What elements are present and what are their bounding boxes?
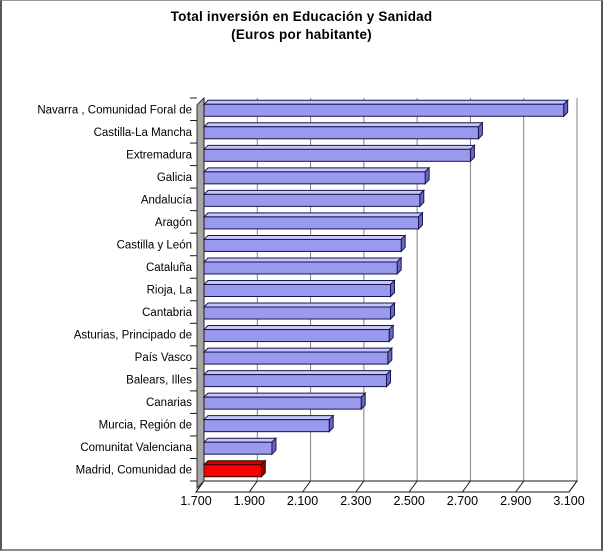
bar-top-face: [202, 280, 396, 285]
bar: [203, 419, 330, 433]
bar: [203, 284, 391, 297]
wall: [196, 96, 205, 490]
bar-top-face: [202, 234, 407, 240]
bar: [203, 238, 402, 252]
x-tick-mark: [568, 480, 578, 493]
x-tick-mark: [515, 480, 525, 493]
x-tick-mark: [302, 480, 311, 493]
bar: [203, 396, 362, 410]
bar-top-face: [202, 325, 395, 331]
x-tick-mark: [355, 480, 365, 493]
bar-top-face: [202, 392, 367, 398]
x-tick-label: 2.300: [340, 494, 371, 508]
category-label: Castilla-La Mancha: [94, 127, 193, 139]
bar-top-face: [202, 460, 267, 466]
bar-highlight: [203, 464, 262, 478]
category-label: Murcia, Región de: [99, 420, 192, 432]
bar: [203, 306, 391, 320]
bar-top-face: [202, 144, 476, 150]
chart-title-block: Total inversión en Educación y Sanidad (…: [2, 8, 601, 44]
x-tick-label: 2.900: [500, 494, 531, 508]
x-tick-label: 1.900: [234, 494, 265, 508]
bar-top-face: [202, 212, 424, 218]
bar: [203, 148, 471, 162]
bar-top-face: [202, 167, 431, 173]
category-label: Madrid, Comunidad de: [76, 465, 192, 477]
category-label: País Vasco: [135, 352, 192, 364]
bar: [203, 103, 565, 117]
category-label: Cantabria: [142, 307, 192, 319]
bar-top-face: [202, 189, 426, 195]
bar-top-face: [202, 302, 396, 308]
bar-top-face: [202, 347, 394, 353]
bar: [203, 374, 388, 388]
chart-title: Total inversión en Educación y Sanidad: [170, 9, 433, 24]
chart-subtitle: (Euros por habitante): [231, 27, 372, 42]
category-label: Navarra , Comunidad Foral de: [37, 104, 192, 116]
x-tick-mark: [408, 480, 418, 493]
category-label: Comunitat Valenciana: [80, 442, 192, 454]
bar: [203, 329, 390, 343]
x-tick-label: 1.700: [180, 494, 211, 508]
category-label: Balears, Illes: [126, 375, 192, 387]
category-label: Castilla y León: [117, 239, 192, 251]
bar-top-face: [202, 370, 392, 376]
category-label: Extremadura: [126, 149, 192, 161]
bar: [203, 441, 273, 455]
x-tick-label: 3.100: [553, 494, 584, 508]
category-label: Aragón: [155, 217, 192, 229]
category-label: Cataluña: [146, 262, 193, 274]
category-label: Galicia: [157, 172, 193, 184]
category-label: Asturias, Principado de: [74, 330, 192, 342]
x-tick-label: 2.100: [287, 494, 318, 508]
category-label: Andalucía: [141, 194, 193, 206]
bar-top-face: [202, 122, 484, 128]
x-tick-label: 2.700: [447, 494, 478, 508]
bar: [203, 193, 421, 207]
bar: [203, 126, 479, 140]
bar: [203, 216, 419, 230]
bar: [203, 171, 426, 185]
bar-top-face: [202, 415, 335, 421]
category-label: Rioja, La: [147, 285, 193, 297]
x-tick-label: 2.500: [394, 494, 425, 508]
bar-top-face: [202, 437, 278, 443]
x-tick-mark: [462, 480, 471, 493]
bar: [203, 351, 389, 365]
bar-top-face: [202, 257, 403, 263]
x-tick-mark: [248, 480, 258, 493]
bar: [203, 261, 398, 275]
bar-top-face: [202, 99, 569, 105]
category-label: Canarias: [146, 397, 192, 409]
